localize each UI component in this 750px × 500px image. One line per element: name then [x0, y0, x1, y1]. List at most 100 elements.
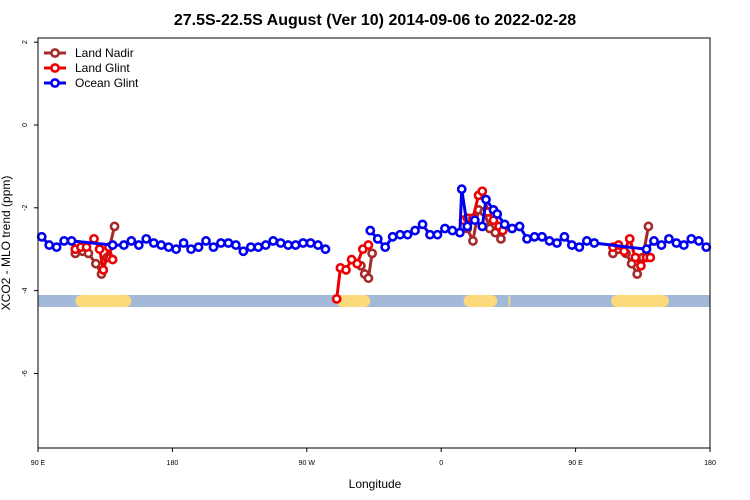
data-point	[643, 221, 654, 232]
data-point	[141, 233, 152, 244]
land-strip-segment	[336, 294, 371, 307]
data-point	[507, 223, 518, 234]
x-tick-label: 180	[167, 460, 179, 467]
data-point	[529, 231, 540, 242]
data-point	[544, 236, 555, 246]
data-point	[313, 240, 323, 250]
data-point	[260, 240, 271, 250]
data-point	[275, 238, 286, 248]
y-tick-label: 2	[22, 40, 29, 44]
data-point	[469, 215, 480, 226]
data-point	[477, 186, 488, 197]
data-point	[417, 219, 428, 230]
x-tick-label: 90 W	[299, 460, 316, 467]
data-point	[425, 229, 435, 240]
data-point	[90, 258, 101, 269]
data-point	[320, 244, 331, 255]
data-point	[402, 229, 413, 240]
data-point	[432, 229, 443, 240]
data-point	[481, 194, 491, 205]
data-point	[636, 260, 646, 271]
y-tick-label: -4	[22, 287, 29, 293]
data-point	[66, 236, 77, 246]
data-point	[59, 236, 70, 246]
data-point	[645, 252, 656, 263]
data-point	[581, 236, 592, 246]
data-point	[632, 269, 643, 279]
data-point	[686, 233, 697, 244]
series-group	[36, 184, 712, 304]
data-point	[238, 246, 249, 257]
data-point	[641, 244, 652, 255]
data-point	[107, 240, 118, 250]
data-point	[664, 233, 674, 244]
data-point	[410, 225, 420, 236]
data-point	[365, 225, 376, 236]
data-point	[290, 240, 301, 250]
data-point	[51, 242, 62, 253]
data-point	[649, 236, 659, 246]
data-point	[118, 240, 129, 250]
data-point	[678, 240, 689, 250]
data-point	[36, 231, 47, 242]
data-point	[395, 229, 406, 240]
data-point	[537, 231, 547, 242]
data-point	[496, 233, 506, 244]
land-strip-segment	[463, 294, 498, 307]
data-point	[94, 244, 105, 255]
data-point	[156, 240, 167, 250]
data-point	[372, 233, 383, 244]
data-point	[341, 265, 351, 275]
x-axis-label: Longitude	[349, 477, 402, 491]
data-point	[440, 223, 450, 234]
data-point	[589, 238, 600, 248]
data-point	[107, 254, 118, 265]
legend-item: Ocean Glint	[44, 76, 139, 90]
series-ocean-glint	[36, 184, 712, 257]
data-point	[363, 273, 374, 284]
data-point	[477, 221, 488, 232]
data-point	[363, 240, 374, 250]
legend-marker	[50, 63, 60, 73]
data-point	[492, 209, 503, 219]
y-axis-label: XCO2 - MLO trend (ppm)	[0, 176, 13, 311]
data-point	[387, 231, 398, 242]
data-point	[171, 244, 182, 255]
land-ocean-strip	[38, 294, 710, 307]
data-point	[89, 233, 99, 244]
legend-marker	[50, 48, 60, 58]
data-point	[701, 242, 712, 253]
x-tick-label: 180	[704, 460, 716, 467]
data-point	[126, 236, 137, 246]
legend-label: Land Glint	[75, 61, 130, 75]
x-tick-label: 90 E	[31, 460, 46, 467]
data-point	[81, 242, 92, 253]
data-point	[656, 240, 667, 250]
data-point	[566, 240, 577, 250]
legend-marker	[50, 78, 60, 88]
legend-item: Land Glint	[44, 61, 130, 75]
chart-title: 27.5S-22.5S August (Ver 10) 2014-09-06 t…	[174, 12, 576, 29]
y-tick-label: -2	[22, 205, 29, 211]
data-point	[193, 242, 204, 253]
data-point	[283, 240, 294, 250]
data-point	[499, 219, 510, 230]
land-strip-segment	[75, 294, 132, 307]
data-point	[109, 221, 120, 232]
x-ticks: 90 E 180 90 W 0 90 E 180	[31, 448, 716, 467]
data-point	[380, 242, 391, 253]
data-point	[693, 236, 704, 246]
series-land-glint	[70, 186, 656, 304]
data-point	[298, 238, 308, 248]
data-point	[367, 248, 378, 259]
legend-label: Land Nadir	[75, 46, 134, 60]
data-point	[462, 221, 473, 232]
data-point	[133, 240, 144, 250]
data-point	[98, 265, 109, 275]
data-point	[456, 184, 467, 195]
data-point	[305, 238, 316, 248]
data-point	[186, 244, 196, 255]
data-point	[624, 233, 635, 244]
data-point	[522, 233, 532, 244]
land-strip-segment	[508, 294, 511, 307]
